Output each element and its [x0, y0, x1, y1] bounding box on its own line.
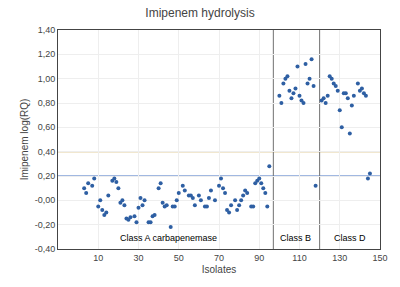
svg-text:1,40: 1,40	[38, 25, 56, 35]
svg-text:70: 70	[214, 253, 224, 263]
svg-text:Imipenem log(RQ): Imipenem log(RQ)	[19, 99, 30, 181]
svg-text:0,80: 0,80	[38, 98, 56, 108]
svg-text:150: 150	[372, 253, 387, 263]
svg-text:Class D: Class D	[334, 233, 366, 243]
svg-text:0,20: 0,20	[38, 171, 56, 181]
svg-text:50: 50	[174, 253, 184, 263]
svg-text:Imipenem hydrolysis: Imipenem hydrolysis	[145, 6, 254, 20]
svg-text:Isolates: Isolates	[202, 264, 236, 275]
svg-text:Class B: Class B	[280, 233, 311, 243]
svg-text:Class A carbapenemase: Class A carbapenemase	[120, 233, 217, 243]
svg-text:130: 130	[332, 253, 347, 263]
svg-text:-0,00: -0,00	[35, 195, 56, 205]
svg-text:1,20: 1,20	[38, 49, 56, 59]
svg-text:0,60: 0,60	[38, 122, 56, 132]
svg-text:0,40: 0,40	[38, 147, 56, 157]
svg-text:90: 90	[254, 253, 264, 263]
svg-text:10: 10	[93, 253, 103, 263]
svg-text:110: 110	[292, 253, 306, 263]
svg-text:-0,20: -0,20	[35, 220, 56, 230]
svg-text:-0,40: -0,40	[35, 244, 56, 254]
svg-text:1,00: 1,00	[38, 74, 56, 84]
svg-text:30: 30	[133, 253, 143, 263]
